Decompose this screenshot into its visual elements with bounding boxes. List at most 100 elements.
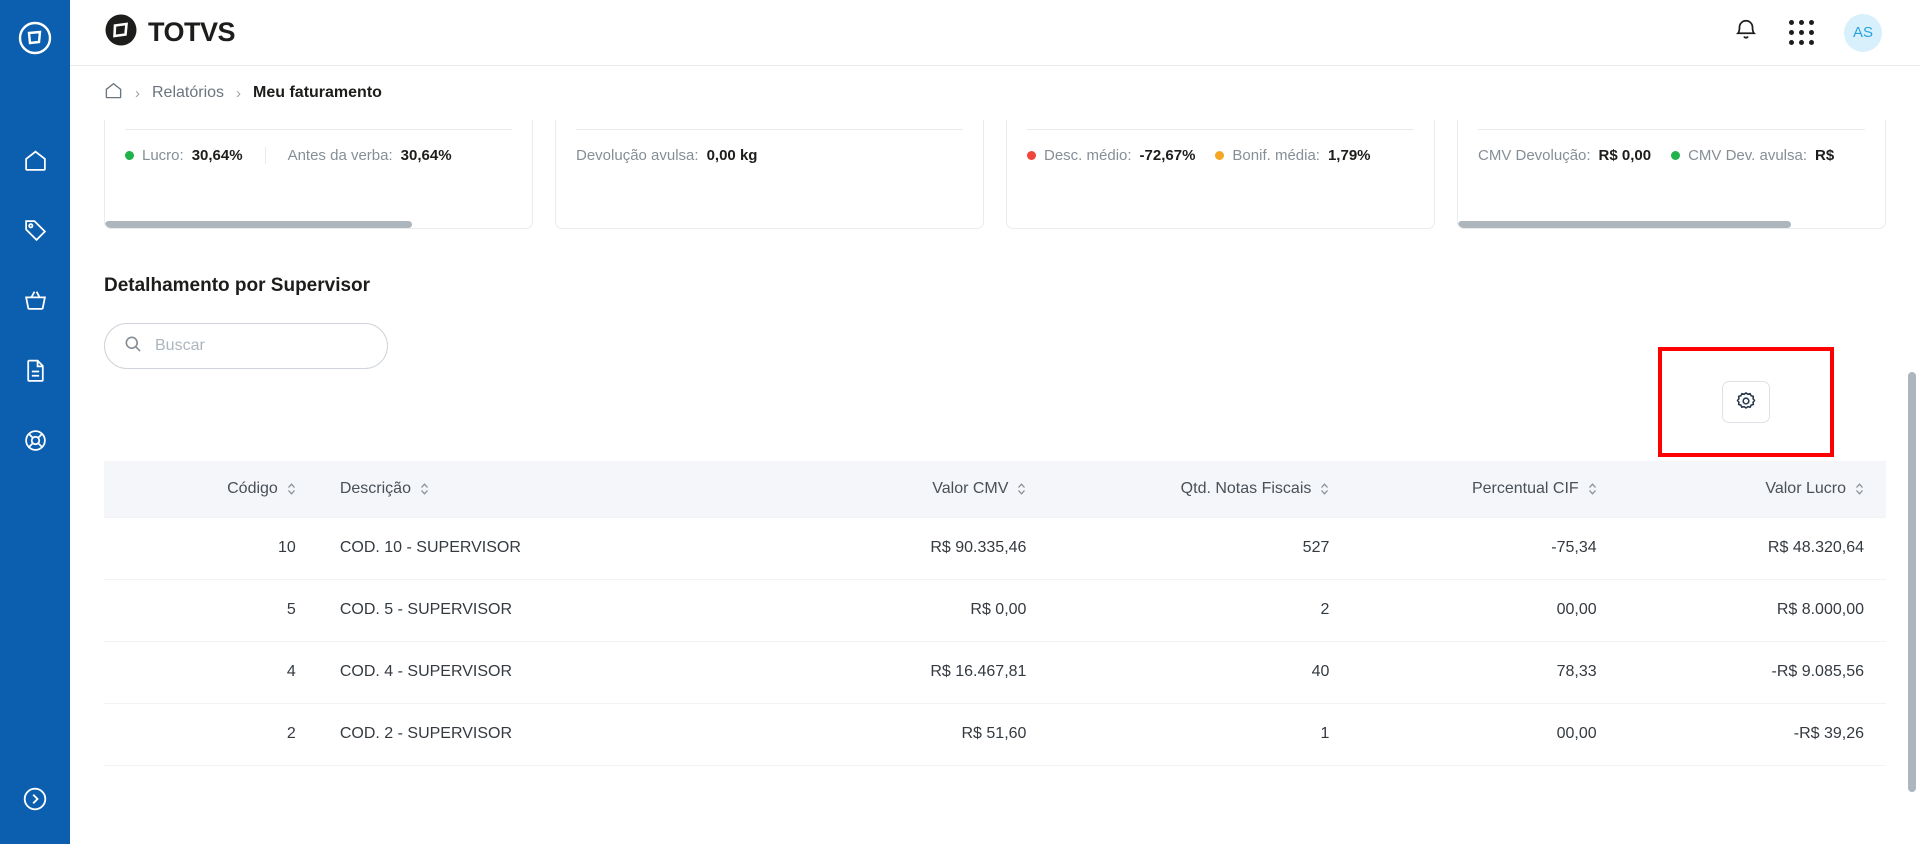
avatar[interactable]: AS: [1844, 13, 1882, 52]
table-row[interactable]: 2 COD. 2 - SUPERVISOR R$ 51,60 1 00,00 -…: [104, 703, 1886, 766]
cell-qtd-notas: 2: [1048, 579, 1352, 642]
divider: [1478, 129, 1865, 130]
cell-valor-cmv: R$ 90.335,46: [763, 516, 1049, 580]
sidebar-items: [15, 140, 55, 460]
cell-codigo: 2: [104, 703, 318, 766]
kpi-metric: Desc. médio: -72,67%: [1027, 147, 1195, 164]
divider: [125, 129, 512, 130]
cell-valor-lucro: -R$ 39,26: [1618, 703, 1886, 766]
column-header-qtd-notas-fiscais[interactable]: Qtd. Notas Fiscais: [1048, 461, 1352, 517]
table-row[interactable]: 10 COD. 10 - SUPERVISOR R$ 90.335,46 527…: [104, 516, 1886, 580]
breadcrumb-item-meu-faturamento: Meu faturamento: [253, 84, 382, 101]
kpi-card-row: R$ 47.175,62 Antes da verba: R$ 47.1 Luc…: [104, 120, 1886, 229]
sort-icon: [420, 482, 429, 496]
table-row[interactable]: 5 COD. 5 - SUPERVISOR R$ 0,00 2 00,00 R$…: [104, 579, 1886, 642]
annotation-highlight-box: [1658, 347, 1834, 457]
cell-descricao: COD. 2 - SUPERVISOR: [317, 703, 764, 766]
cell-valor-cmv: R$ 16.467,81: [763, 641, 1049, 704]
kpi-metric-value: 1,79%: [1327, 147, 1371, 164]
header-actions: AS: [1733, 13, 1882, 52]
sort-icon: [1588, 482, 1597, 496]
kpi-metric: Lucro: 30,64%: [125, 147, 243, 164]
divider: [576, 129, 963, 130]
sidebar-item-home[interactable]: [15, 140, 55, 180]
page-scrollbar[interactable]: [1908, 372, 1916, 792]
kpi-metric-label: CMV Dev. avulsa:: [1688, 147, 1808, 164]
table-settings-button[interactable]: [1722, 381, 1770, 423]
search-row: [104, 323, 1886, 369]
search-box[interactable]: [104, 323, 388, 369]
kpi-metric-value: R$ 0,00: [1598, 147, 1652, 164]
column-header-descricao[interactable]: Descrição: [317, 461, 764, 517]
cell-descricao: COD. 5 - SUPERVISOR: [317, 579, 764, 642]
cell-valor-lucro: R$ 8.000,00: [1618, 579, 1886, 642]
sort-icon: [287, 482, 296, 496]
chevron-right-circle-icon[interactable]: [18, 782, 52, 816]
bell-icon[interactable]: [1733, 17, 1759, 48]
cell-percentual-cif: 78,33: [1351, 641, 1619, 704]
kpi-metric-value: -72,67%: [1139, 147, 1196, 164]
column-label: Valor CMV: [932, 479, 1009, 497]
kpi-metric: CMV Devolução: R$ 0,00: [1478, 147, 1651, 164]
totvs-mark-icon[interactable]: [13, 16, 57, 60]
column-label: Descrição: [339, 479, 411, 497]
totvs-logo-icon: [104, 13, 138, 52]
gear-icon: [1735, 390, 1757, 415]
kpi-metrics: Lucro: 30,64% Antes da verba: 30,64%: [125, 130, 512, 164]
column-header-valor-lucro[interactable]: Valor Lucro: [1618, 461, 1886, 517]
kpi-metric-value: R$: [1815, 147, 1835, 164]
kpi-metric-value: 30,64%: [400, 147, 452, 164]
cell-qtd-notas: 527: [1048, 516, 1352, 580]
kpi-metric-label: CMV Devolução:: [1478, 147, 1591, 164]
kpi-metric: CMV Dev. avulsa: R$: [1671, 147, 1834, 164]
sidebar-item-basket[interactable]: [15, 280, 55, 320]
column-label: Qtd. Notas Fiscais: [1180, 479, 1312, 497]
cell-codigo: 10: [104, 516, 318, 580]
column-header-codigo[interactable]: Código: [104, 461, 318, 517]
sidebar-item-support[interactable]: [15, 420, 55, 460]
table-header-row: Código Descrição: [104, 461, 1886, 517]
card-horizontal-scrollbar[interactable]: [105, 221, 532, 228]
top-header: TOTVS AS: [70, 0, 1920, 66]
brand-logo[interactable]: TOTVS: [104, 13, 236, 52]
table-toolbar: [104, 347, 1886, 461]
kpi-card-descontos: R$ 2.701,00 Devolução: R$ 0,00 Desc. méd…: [1006, 120, 1435, 229]
search-input[interactable]: [155, 337, 369, 355]
cell-percentual-cif: 00,00: [1351, 579, 1619, 642]
apps-grid-icon[interactable]: [1789, 20, 1814, 45]
breadcrumb-separator: ›: [236, 84, 242, 102]
table-row[interactable]: 4 COD. 4 - SUPERVISOR R$ 16.467,81 40 78…: [104, 641, 1886, 704]
kpi-metric-label: Desc. médio:: [1044, 147, 1132, 164]
sort-icon: [1017, 482, 1026, 496]
kpi-metrics: Devolução avulsa: 0,00 kg: [576, 130, 963, 164]
left-sidebar: [0, 0, 70, 844]
column-header-valor-cmv[interactable]: Valor CMV: [763, 461, 1049, 517]
search-icon: [123, 334, 143, 359]
kpi-metric-value: 30,64%: [191, 147, 243, 164]
home-icon[interactable]: [104, 81, 123, 105]
cell-descricao: COD. 4 - SUPERVISOR: [317, 641, 764, 704]
kpi-card-peso: 6.004,00 KG Valor médio (Kg): 57,58 Devo…: [555, 120, 984, 229]
status-dot-green: [1671, 151, 1681, 160]
kpi-metric: Bonif. média: 1,79%: [1215, 147, 1371, 164]
column-label: Valor Lucro: [1765, 479, 1846, 497]
cell-valor-lucro: R$ 48.320,64: [1618, 516, 1886, 580]
column-header-percentual-cif[interactable]: Percentual CIF: [1351, 461, 1619, 517]
column-label: Código: [227, 479, 278, 497]
content-scroll-area: R$ 47.175,62 Antes da verba: R$ 47.1 Luc…: [70, 120, 1920, 844]
sort-icon: [1855, 482, 1864, 496]
card-horizontal-scrollbar[interactable]: [1458, 221, 1885, 228]
kpi-metric-label: Bonif. média:: [1232, 147, 1320, 164]
kpi-card-cmv: R$ 100.094,07 CMV Ant. verba: R$ 1 CMV D…: [1457, 120, 1886, 229]
cell-descricao: COD. 10 - SUPERVISOR: [317, 516, 764, 580]
cell-codigo: 4: [104, 641, 318, 704]
brand-name: TOTVS: [148, 17, 236, 47]
sidebar-item-document[interactable]: [15, 350, 55, 390]
kpi-metric-label: Lucro:: [142, 147, 184, 164]
divider: [1027, 129, 1414, 130]
sidebar-item-tag[interactable]: [15, 210, 55, 250]
cell-valor-lucro: -R$ 9.085,56: [1618, 641, 1886, 704]
breadcrumb-item-relatorios[interactable]: Relatórios: [152, 84, 225, 101]
cell-percentual-cif: -75,34: [1351, 516, 1619, 580]
